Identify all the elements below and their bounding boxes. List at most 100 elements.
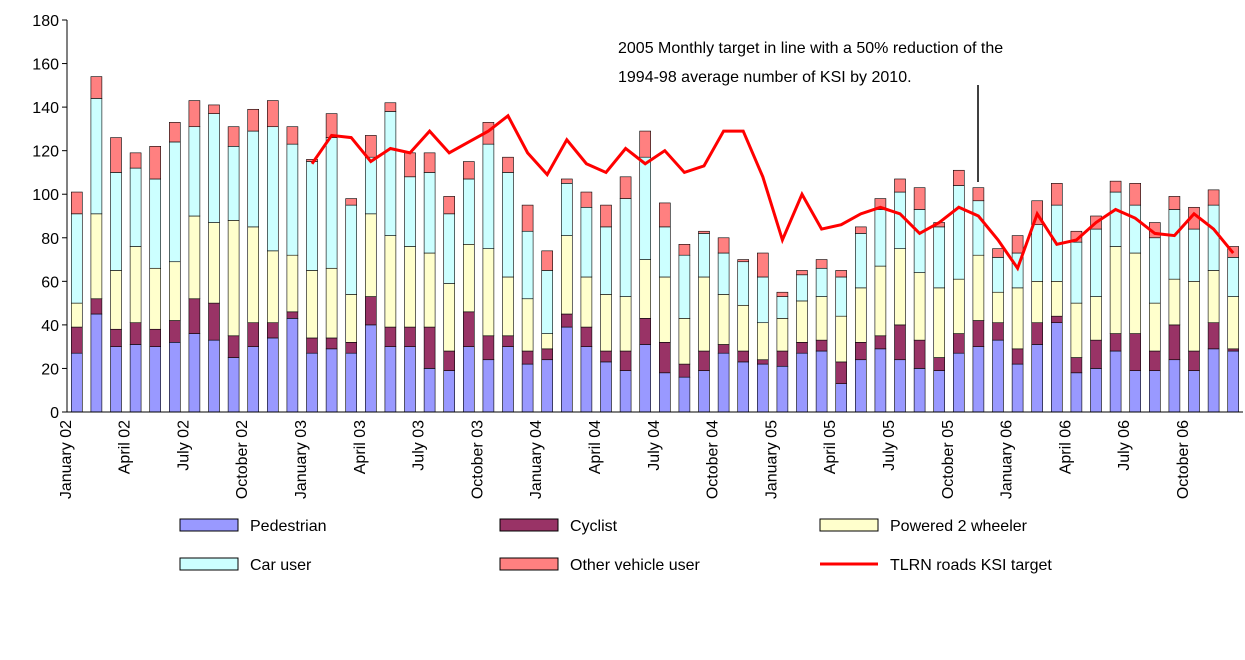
bar-segment [286, 254, 299, 313]
bar-segment [776, 350, 789, 367]
bar-segment [502, 276, 514, 337]
x-tick-label: October 05 [940, 420, 957, 499]
bar-segment [815, 339, 828, 352]
target-line [310, 113, 1235, 272]
bar-segment [384, 111, 397, 236]
bar-segment [169, 141, 181, 263]
bar-segment [345, 204, 357, 295]
bar-segment [129, 167, 142, 247]
bar-segment [404, 346, 416, 413]
bar-segment [1188, 281, 1200, 352]
bar-segment [678, 363, 691, 378]
bar-segment [913, 368, 926, 413]
y-tick-label: 180 [32, 13, 59, 30]
bar-segment [1011, 235, 1024, 254]
x-tick-label: July 02 [175, 420, 192, 471]
bar-segment [443, 370, 455, 413]
bar-segment [972, 320, 985, 347]
bar-segment [580, 346, 593, 413]
bar-segment [1168, 209, 1181, 280]
bar-segment [1207, 204, 1220, 271]
bar-segment [384, 235, 397, 328]
bar-segment [1109, 180, 1122, 193]
legend-label: TLRN roads KSI target [890, 557, 1052, 574]
bar-segment [580, 276, 593, 328]
bar-segment [521, 204, 534, 232]
annotation: 1994-98 average number of KSI by 2010. [618, 69, 912, 86]
bar-segment [129, 246, 142, 324]
bar-segment [345, 198, 357, 206]
bar-segment [365, 213, 377, 297]
bar-segment [129, 344, 142, 413]
bar-segment [659, 226, 671, 278]
bar-segment [717, 252, 730, 295]
bar-segment [1031, 281, 1043, 324]
bar-segment [404, 326, 416, 347]
bar-segment [188, 100, 201, 128]
bar-segment [110, 137, 122, 173]
bar-segment [1070, 372, 1083, 413]
bar-segment [325, 137, 338, 269]
bar-segment [874, 348, 887, 413]
bar-segment [1149, 350, 1161, 371]
x-tick-label: April 04 [587, 420, 604, 474]
bar-segment [365, 324, 377, 413]
bar-segment [972, 187, 985, 202]
bar-segment [423, 172, 436, 254]
bar-segment [247, 346, 259, 413]
bar-segment [208, 113, 220, 223]
legend-swatch [499, 557, 559, 571]
bar-segment [600, 204, 612, 228]
bar-segment [678, 244, 691, 256]
bar-segment [1011, 363, 1024, 413]
y-tick-label: 100 [32, 187, 59, 204]
bar-segment [443, 283, 455, 352]
bar-segment [286, 143, 299, 256]
bar-segment [835, 276, 847, 317]
bar-segment [796, 342, 808, 354]
bar-segment [913, 339, 926, 369]
y-tick-label: 40 [41, 318, 59, 335]
bar-segment [619, 296, 632, 352]
bar-segment [796, 352, 808, 413]
bar-segment [953, 278, 965, 334]
x-tick-label: January 03 [293, 420, 310, 499]
x-tick-label: April 06 [1057, 420, 1074, 474]
bar-segment [757, 322, 769, 361]
bar-segment [619, 198, 632, 297]
bar-segment [521, 298, 534, 352]
legend-label: Cyclist [570, 518, 618, 535]
bar-segment [149, 346, 161, 413]
bar-segment [423, 326, 436, 369]
bar-segment [639, 344, 651, 413]
bar-segment [365, 156, 377, 215]
bar-segment [482, 143, 495, 249]
bar-segment [149, 267, 161, 330]
x-tick-label: January 06 [999, 420, 1016, 499]
bar-segment [1227, 296, 1239, 350]
bar-segment [796, 300, 808, 343]
bar-segment [992, 257, 1004, 293]
bar-segment [757, 252, 769, 278]
bar-segment [855, 359, 867, 413]
bar-segment [267, 322, 279, 339]
bar-segment [149, 146, 161, 180]
bar-segment [1227, 350, 1239, 413]
bar-segment [306, 337, 318, 354]
bar-segment [953, 352, 965, 413]
bar-segment [384, 102, 397, 112]
bar-segment [561, 313, 573, 328]
bar-segment [71, 326, 83, 354]
x-tick-label: July 06 [1116, 420, 1133, 471]
bar-segment [129, 322, 142, 345]
bar-segment [698, 350, 710, 371]
bar-segment [227, 126, 240, 147]
bar-segment [90, 98, 103, 215]
bar-segment [188, 333, 201, 413]
bar-segment [541, 250, 553, 271]
bar-segment [561, 183, 573, 236]
bar-segment [1207, 348, 1220, 413]
bar-segment [247, 226, 259, 324]
bar-segment [972, 346, 985, 413]
bar-segment [639, 318, 651, 345]
